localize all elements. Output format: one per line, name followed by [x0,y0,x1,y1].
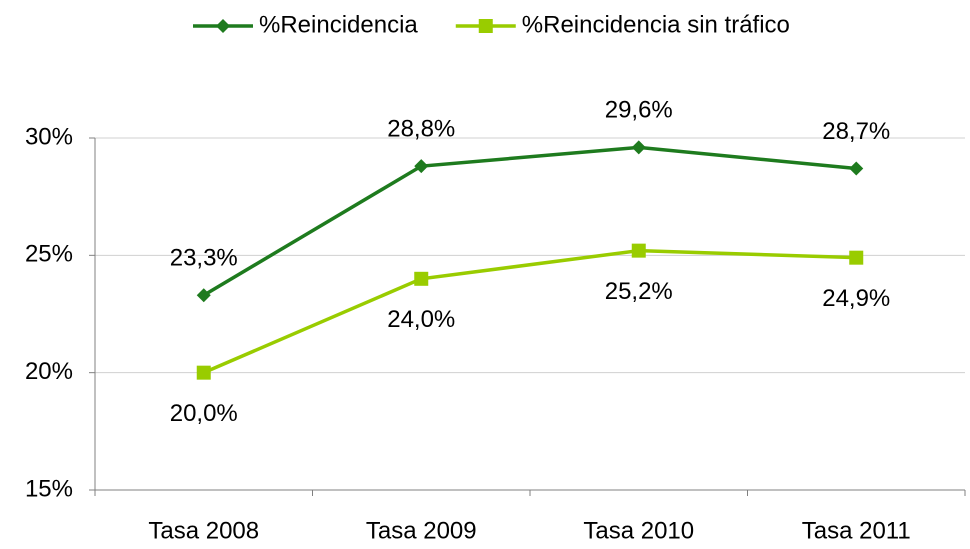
x-tick-label: Tasa 2011 [802,517,911,544]
x-tick-label: Tasa 2009 [366,517,477,544]
data-point [631,140,646,155]
data-label: 28,8% [387,116,455,143]
x-tick-label: Tasa 2008 [148,517,259,544]
data-point [414,271,429,286]
data-label: 29,6% [605,97,673,124]
legend-label: %Reincidencia [259,11,418,38]
y-tick-label: 25% [25,241,73,268]
data-label: 28,7% [822,118,890,145]
data-point [414,159,429,174]
data-point [849,161,864,176]
series-line [202,145,857,297]
data-point [849,250,864,265]
data-label: 24,0% [387,306,455,333]
data-label: 20,0% [170,400,238,427]
legend-label: %Reincidencia sin tráfico [522,11,790,38]
series-line [203,248,857,375]
y-tick-label: 15% [25,475,73,502]
legend-marker [478,19,493,33]
data-point [631,243,646,258]
data-label: 25,2% [605,278,673,305]
y-tick-label: 20% [25,358,73,385]
data-label: 23,3% [170,245,238,272]
y-tick-label: 30% [25,123,73,150]
data-label: 24,9% [822,285,890,312]
data-point [196,288,211,303]
data-point [196,365,211,380]
x-tick-label: Tasa 2010 [583,517,694,544]
legend-marker [216,19,230,33]
